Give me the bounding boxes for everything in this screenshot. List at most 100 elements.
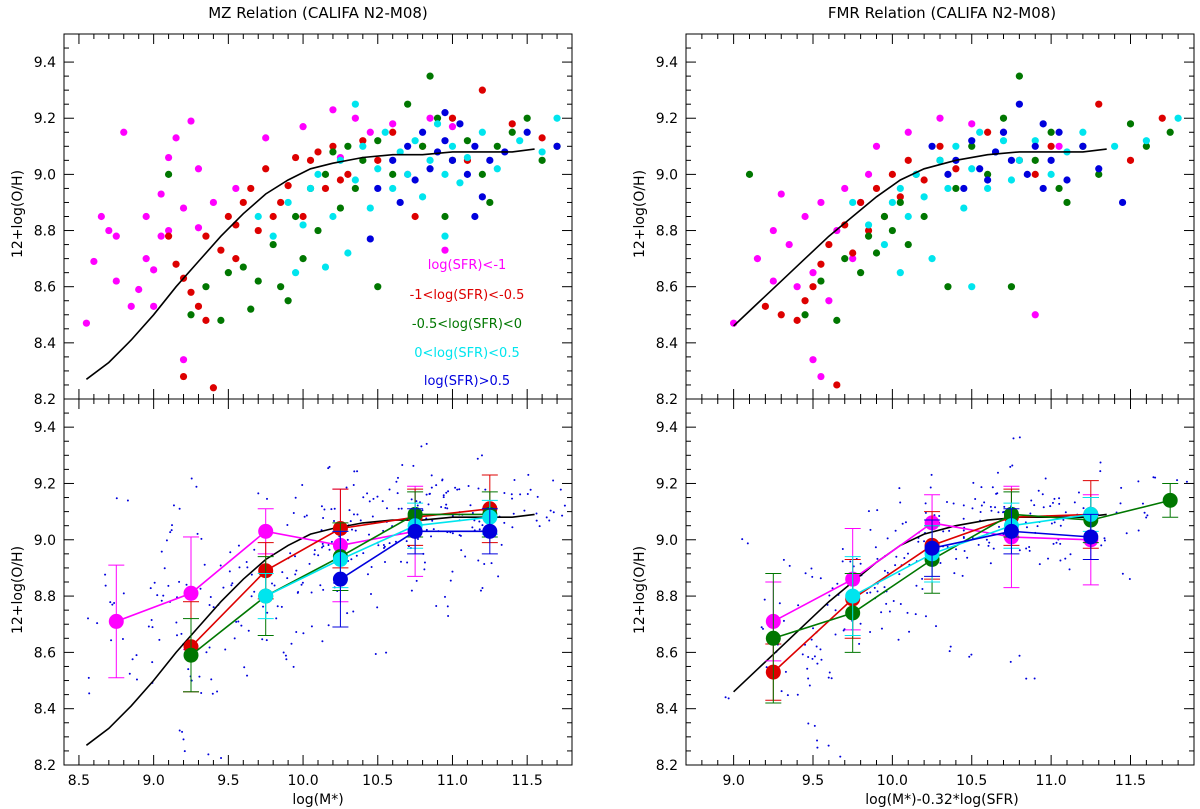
background-point <box>1064 557 1067 560</box>
binned-point <box>1083 529 1099 545</box>
scatter-point <box>389 170 397 178</box>
scatter-point <box>920 193 928 201</box>
background-point <box>471 511 474 514</box>
background-point <box>346 538 349 541</box>
background-point <box>352 484 355 487</box>
scatter-point <box>1007 156 1016 164</box>
background-point <box>115 497 118 500</box>
background-point <box>780 690 783 693</box>
background-point <box>104 573 107 576</box>
series-0-log-sfr-0-5 <box>849 114 1182 291</box>
scatter-point <box>904 240 912 249</box>
background-point <box>1025 526 1028 529</box>
background-point <box>820 658 823 661</box>
background-point <box>968 655 971 658</box>
background-point <box>208 646 211 649</box>
scatter-point <box>553 114 561 122</box>
background-point <box>1025 547 1028 550</box>
background-point <box>935 625 938 628</box>
binned-point <box>482 523 498 539</box>
background-point <box>888 610 891 613</box>
scatter-point <box>817 372 825 381</box>
background-point <box>997 511 1000 514</box>
background-point <box>828 671 831 674</box>
x-tick-label: 10.5 <box>362 773 393 789</box>
background-point <box>841 548 844 551</box>
x-tick-label: 10.0 <box>877 773 908 789</box>
background-point <box>322 516 325 519</box>
scatter-point <box>351 100 359 108</box>
background-point <box>467 485 470 488</box>
background-point <box>962 517 965 520</box>
background-point <box>901 522 904 525</box>
background-point <box>385 651 388 654</box>
background-point <box>892 600 895 603</box>
background-point <box>1011 464 1014 467</box>
y-tick-label: 9.2 <box>34 476 56 492</box>
background-point <box>396 476 399 479</box>
background-point <box>1037 489 1040 492</box>
series-line <box>773 499 1171 640</box>
y-tick-label: 9.0 <box>34 167 56 183</box>
background-point <box>446 507 449 510</box>
background-point <box>352 513 355 516</box>
background-point <box>526 493 529 496</box>
background-point <box>266 611 269 614</box>
background-point <box>924 502 927 505</box>
scatter-point <box>857 198 865 207</box>
scatter-point <box>864 221 873 229</box>
scatter-point <box>849 198 857 207</box>
scatter-point <box>1079 142 1087 150</box>
background-point <box>724 696 727 699</box>
scatter-point <box>944 170 952 178</box>
scatter-point <box>456 120 464 128</box>
background-point <box>945 501 948 504</box>
background-point <box>808 684 811 687</box>
scatter-point <box>284 182 292 190</box>
background-point <box>1033 504 1036 507</box>
scatter-point <box>120 128 128 136</box>
background-point <box>955 557 958 560</box>
scatter-point <box>896 184 904 193</box>
background-point <box>333 519 336 522</box>
background-point <box>441 478 444 481</box>
background-point <box>220 756 223 759</box>
scatter-point <box>217 246 225 254</box>
background-point <box>410 498 413 501</box>
background-point <box>235 620 238 623</box>
scatter-point <box>1095 170 1103 178</box>
background-point <box>1100 544 1103 547</box>
background-point <box>939 562 942 565</box>
scatter-point <box>1039 184 1047 193</box>
background-point <box>906 611 909 614</box>
background-point <box>477 559 480 562</box>
scatter-point <box>456 179 464 187</box>
series-log-sfr-1 <box>730 114 1063 381</box>
background-point <box>1053 521 1056 524</box>
scatter-point <box>277 198 285 207</box>
fit-curve <box>733 513 1107 693</box>
scatter-point <box>359 142 367 150</box>
background-point <box>319 584 322 587</box>
background-point <box>1041 493 1044 496</box>
scatter-point <box>194 224 203 232</box>
background-point <box>971 507 974 510</box>
scatter-point <box>1174 114 1182 122</box>
background-point <box>929 486 932 489</box>
scatter-point <box>321 184 330 193</box>
background-point <box>813 724 816 727</box>
background-point <box>977 543 980 546</box>
series-line <box>265 516 490 597</box>
background-point <box>376 606 379 609</box>
scatter-point <box>478 170 486 178</box>
background-point <box>961 574 964 577</box>
scatter-point <box>1031 311 1039 319</box>
background-point <box>121 638 124 641</box>
y-tick-label: 8.2 <box>656 392 678 408</box>
scatter-point <box>1166 128 1174 136</box>
background-point <box>1038 563 1041 566</box>
background-point <box>476 457 479 460</box>
background-point <box>782 558 785 561</box>
background-point <box>397 507 400 510</box>
